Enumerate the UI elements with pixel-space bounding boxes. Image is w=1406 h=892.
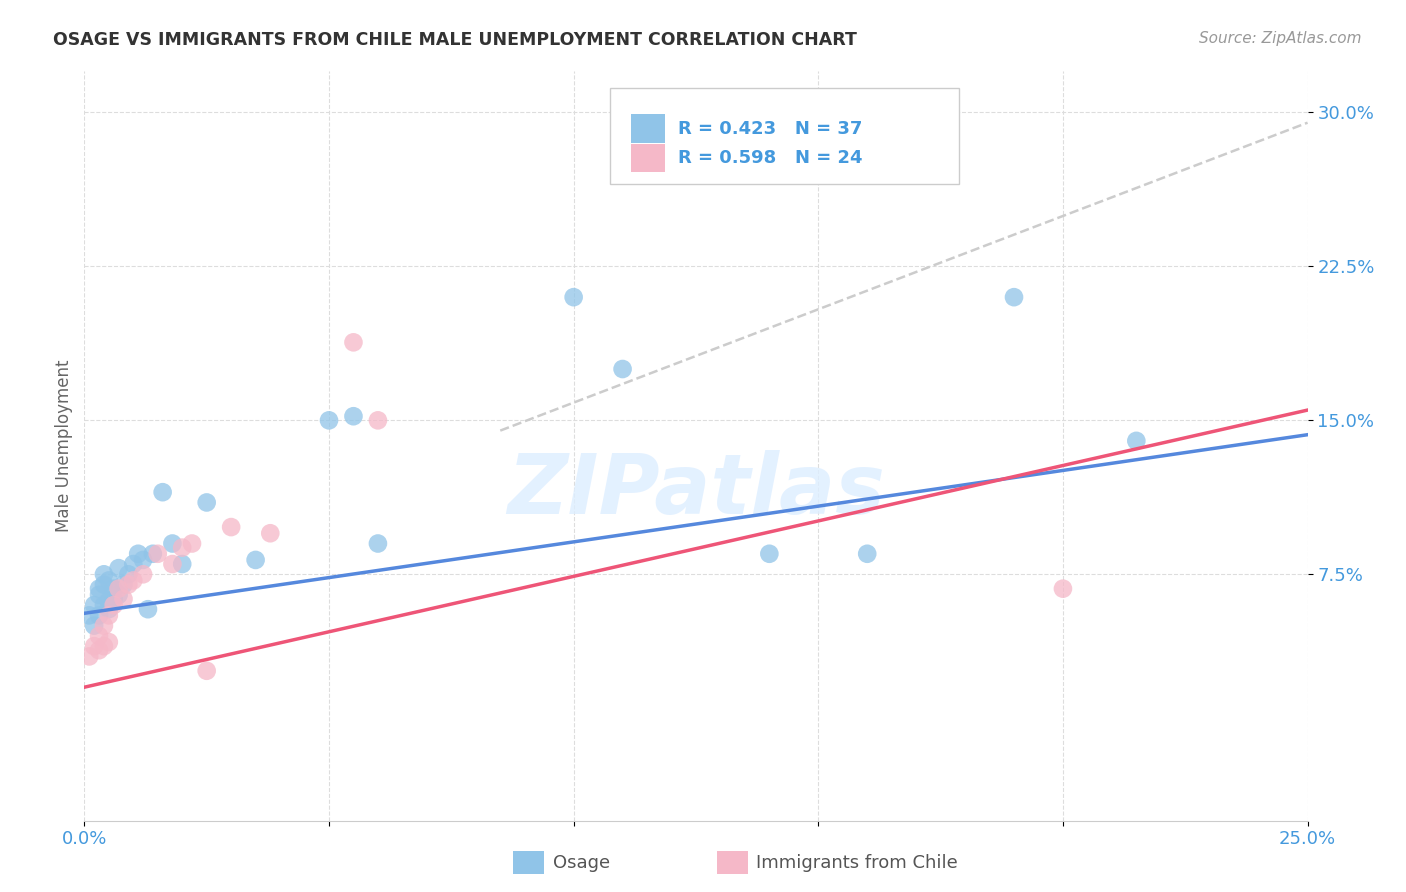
Point: [112, 577, 135, 591]
Point: [77, 608, 100, 623]
Point: [87, 588, 110, 602]
FancyBboxPatch shape: [631, 144, 665, 172]
Point: [367, 536, 389, 550]
Point: [93, 639, 115, 653]
Point: [1125, 434, 1147, 448]
Point: [162, 536, 184, 550]
Point: [259, 526, 281, 541]
Point: [856, 547, 879, 561]
Point: [83, 618, 105, 632]
Text: Source: ZipAtlas.com: Source: ZipAtlas.com: [1198, 31, 1361, 46]
Text: R = 0.598   N = 24: R = 0.598 N = 24: [678, 149, 862, 167]
Point: [83, 598, 105, 612]
Point: [97, 608, 120, 623]
Point: [122, 557, 145, 571]
Point: [219, 520, 242, 534]
Text: Immigrants from Chile: Immigrants from Chile: [756, 855, 957, 872]
Point: [1052, 582, 1074, 596]
Text: R = 0.423   N = 37: R = 0.423 N = 37: [678, 120, 862, 137]
Point: [117, 577, 139, 591]
Point: [107, 582, 129, 596]
Point: [117, 567, 139, 582]
Point: [181, 536, 204, 550]
Point: [107, 561, 129, 575]
Point: [122, 574, 145, 588]
Point: [758, 547, 780, 561]
Point: [97, 574, 120, 588]
Point: [93, 618, 115, 632]
Point: [367, 413, 389, 427]
Text: OSAGE VS IMMIGRANTS FROM CHILE MALE UNEMPLOYMENT CORRELATION CHART: OSAGE VS IMMIGRANTS FROM CHILE MALE UNEM…: [53, 31, 858, 49]
Point: [87, 629, 110, 643]
Point: [87, 608, 110, 623]
Point: [87, 582, 110, 596]
Point: [97, 602, 120, 616]
Point: [132, 567, 155, 582]
Point: [318, 413, 340, 427]
Y-axis label: Male Unemployment: Male Unemployment: [55, 359, 73, 533]
Text: ZIPatlas: ZIPatlas: [508, 450, 884, 532]
Point: [1002, 290, 1025, 304]
Point: [245, 553, 267, 567]
Point: [103, 591, 125, 606]
Point: [107, 588, 129, 602]
Point: [195, 495, 218, 509]
Point: [127, 547, 149, 561]
Point: [97, 635, 120, 649]
Point: [172, 541, 194, 555]
Point: [83, 639, 105, 653]
Point: [77, 649, 100, 664]
Point: [146, 547, 169, 561]
Point: [162, 557, 184, 571]
Text: Osage: Osage: [553, 855, 610, 872]
Point: [103, 582, 125, 596]
Point: [112, 591, 135, 606]
Point: [342, 409, 364, 424]
Point: [342, 335, 364, 350]
Point: [562, 290, 585, 304]
Point: [93, 598, 115, 612]
Point: [87, 643, 110, 657]
FancyBboxPatch shape: [631, 114, 665, 143]
Point: [172, 557, 194, 571]
Point: [93, 567, 115, 582]
Point: [93, 577, 115, 591]
Point: [152, 485, 174, 500]
Point: [142, 547, 165, 561]
Point: [132, 553, 155, 567]
Point: [195, 664, 218, 678]
Point: [612, 362, 634, 376]
Point: [97, 594, 120, 608]
Point: [103, 598, 125, 612]
Point: [136, 602, 159, 616]
FancyBboxPatch shape: [610, 87, 959, 184]
